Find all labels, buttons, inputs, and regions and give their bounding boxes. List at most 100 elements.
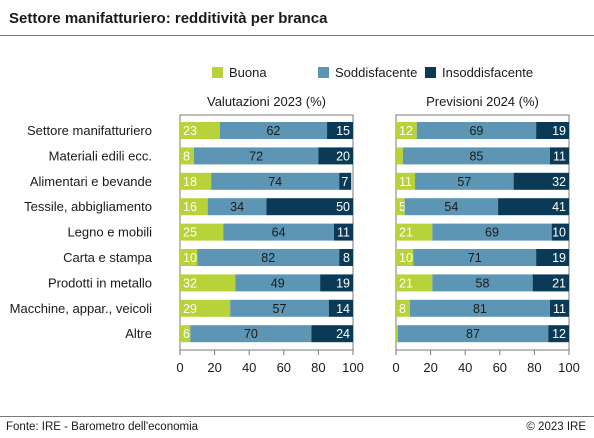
bar-segment	[180, 122, 220, 139]
category-label: Materiali edili ecc.	[49, 148, 152, 163]
bar-segment	[339, 249, 353, 266]
x-tick-label: 60	[493, 360, 507, 375]
data-label: 12	[552, 327, 566, 341]
bar-segment	[513, 172, 569, 190]
data-label: 21	[399, 276, 413, 290]
data-label: 21	[399, 226, 413, 240]
data-label: 57	[457, 175, 471, 189]
data-label: 57	[273, 302, 287, 316]
data-label: 11	[337, 226, 350, 240]
data-label: 10	[183, 251, 197, 265]
bar-segment	[197, 249, 340, 266]
data-label: 7	[341, 175, 348, 189]
data-label: 34	[230, 200, 244, 214]
data-label: 64	[272, 226, 286, 240]
data-label: 21	[552, 276, 566, 290]
legend-buona-swatch	[212, 67, 223, 78]
bar-segment	[230, 299, 329, 317]
x-tick-label: 100	[342, 360, 364, 375]
data-label: 15	[336, 124, 350, 138]
data-label: 11	[553, 302, 566, 316]
data-label: 5	[399, 200, 406, 214]
category-label: Settore manifatturiero	[27, 123, 152, 138]
data-label: 19	[552, 124, 566, 138]
bar-segment	[333, 223, 353, 241]
title-divider	[0, 35, 594, 36]
bar-segment	[415, 172, 514, 190]
legend-buona-label: Buona	[229, 65, 267, 80]
x-tick-label: 80	[311, 360, 325, 375]
data-label: 8	[183, 149, 190, 163]
legend-soddisfacente-swatch	[318, 67, 329, 78]
data-label: 19	[336, 276, 350, 290]
data-label: 72	[249, 149, 263, 163]
category-label: Macchine, appar., veicoli	[10, 301, 152, 316]
x-tick-label: 0	[392, 360, 399, 375]
bar-segment	[409, 299, 550, 317]
bar-segment	[396, 172, 416, 190]
category-label: Legno e mobili	[67, 225, 152, 240]
bar-segment	[536, 249, 569, 266]
data-label: 32	[552, 175, 566, 189]
data-label: 18	[183, 175, 197, 189]
data-label: 14	[336, 302, 350, 316]
x-tick-label: 40	[458, 360, 472, 375]
x-tick-label: 40	[242, 360, 256, 375]
data-label: 16	[183, 200, 197, 214]
bar-segment	[211, 172, 340, 190]
footer-divider	[0, 416, 594, 417]
bar-segment	[320, 274, 353, 292]
bar-segment	[548, 325, 569, 343]
bar-segment	[413, 249, 537, 266]
bar-segment	[180, 249, 198, 266]
legend-insoddisfacente-label: Insoddisfacente	[442, 65, 533, 80]
data-label: 20	[336, 149, 350, 163]
bar-segment	[223, 223, 334, 241]
copyright-note: © 2023 IRE	[526, 421, 586, 433]
bar-segment	[180, 198, 208, 216]
bar-segment	[180, 325, 191, 343]
data-label: 8	[399, 302, 406, 316]
data-label: 8	[343, 251, 350, 265]
bar-segment	[397, 325, 549, 343]
source-note: Fonte: IRE - Barometro dell'economia	[6, 421, 199, 433]
data-label: 11	[553, 149, 566, 163]
data-label: 41	[552, 200, 566, 214]
data-label: 82	[261, 251, 275, 265]
x-tick-label: 20	[423, 360, 437, 375]
data-label: 50	[336, 200, 350, 214]
bar-segment	[396, 249, 414, 266]
data-label: 71	[468, 251, 482, 265]
data-label: 69	[485, 226, 499, 240]
x-tick-label: 60	[277, 360, 291, 375]
x-tick-label: 80	[527, 360, 541, 375]
page-title: Settore manifatturiero: redditività per …	[9, 10, 328, 27]
bar-segment	[396, 147, 403, 165]
bar-segment	[396, 198, 405, 216]
bar-segment	[180, 172, 212, 190]
bar-segment	[396, 274, 433, 292]
data-label: 58	[476, 276, 490, 290]
bar-segment	[549, 299, 569, 317]
bar-segment	[328, 299, 353, 317]
bar-segment	[235, 274, 321, 292]
bar-segment	[219, 122, 328, 139]
bar-segment	[404, 198, 499, 216]
bar-segment	[532, 274, 569, 292]
data-label: 25	[183, 226, 197, 240]
bar-segment	[396, 325, 398, 343]
bar-segment	[432, 274, 533, 292]
category-label: Altre	[125, 326, 152, 341]
chart-canvas: Buona Soddisfacente Insoddisfacente Settore…	[10, 65, 580, 375]
data-label: 24	[336, 327, 350, 341]
bar-segment	[311, 325, 353, 343]
bar-segment	[416, 122, 537, 139]
bar-segment	[536, 122, 569, 139]
data-label: 11	[399, 175, 412, 189]
data-label: 49	[271, 276, 285, 290]
data-label: 70	[244, 327, 258, 341]
bar-segment	[498, 198, 569, 216]
category-label: Carta e stampa	[63, 250, 153, 265]
legend-soddisfacente-label: Soddisfacente	[335, 65, 417, 80]
category-label: Alimentari e bevande	[30, 174, 152, 189]
